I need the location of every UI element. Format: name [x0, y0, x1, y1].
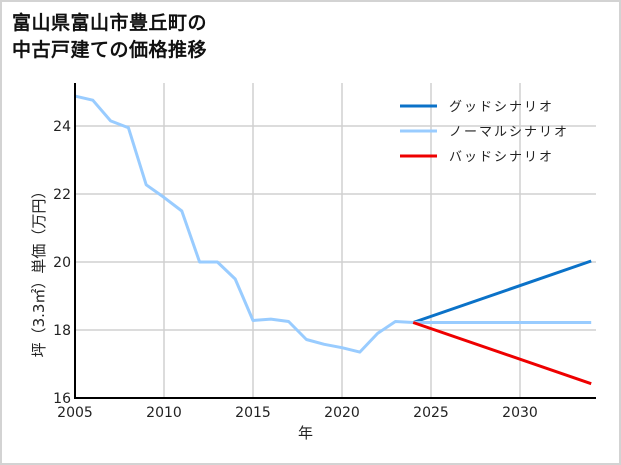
x-tick-label: 2030 — [502, 405, 538, 421]
x-tick-label: 2010 — [146, 405, 182, 421]
series-line — [74, 94, 592, 354]
x-axis-label: 年 — [298, 424, 313, 442]
title-line-2: 中古戸建ての価格推移 — [12, 39, 208, 61]
y-tick-label: 16 — [53, 391, 71, 407]
legend-label: ノーマルシナリオ — [449, 125, 569, 140]
y-tick-label: 24 — [53, 119, 71, 135]
x-tick-label: 2025 — [413, 405, 449, 421]
series-line — [412, 321, 592, 386]
legend-label: バッドシナリオ — [449, 150, 554, 165]
y-axis-label: 坪（3.3㎡）単価（万円） — [30, 184, 48, 358]
y-tick-label: 18 — [53, 323, 71, 339]
title-line-1: 富山県富山市豊丘町の — [12, 12, 208, 34]
y-tick-label: 20 — [53, 255, 71, 271]
x-tick-label: 2005 — [57, 405, 93, 421]
x-tick-label: 2020 — [324, 405, 360, 421]
series-line — [412, 259, 592, 324]
chart-title: 富山県富山市豊丘町の 中古戸建ての価格推移 — [12, 10, 207, 64]
x-tick-label: 2015 — [235, 405, 271, 421]
y-tick-label: 22 — [53, 187, 71, 203]
legend-label: グッドシナリオ — [449, 100, 554, 115]
